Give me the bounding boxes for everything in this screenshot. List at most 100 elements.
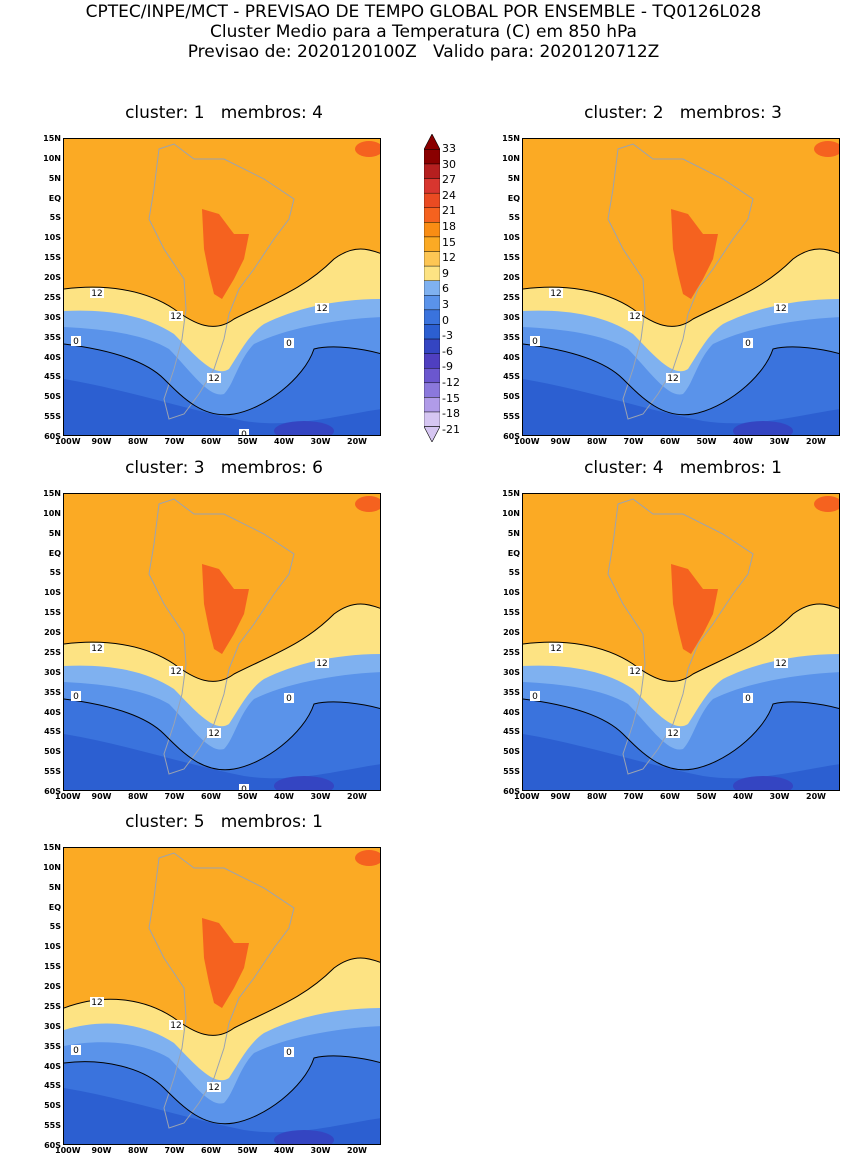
lat-label: 10S [44,942,61,952]
lat-label: 10N [43,508,61,518]
lon-label: 60W [660,792,680,801]
lon-label: 50W [237,792,258,801]
lat-label: 50S [503,747,520,757]
field-minus-6 [274,776,334,790]
lat-label: 15N [502,134,520,143]
lat-label: 25S [44,292,61,302]
contour-0 [64,1055,380,1125]
svg-text:0: 0 [241,430,247,436]
lat-label: 50S [503,392,520,402]
svg-text:12: 12 [667,729,678,739]
svg-text:0: 0 [532,337,538,347]
panel-title-1: cluster: 1 membros: 4 [125,103,323,123]
contour-label-0: 0 [71,1045,81,1056]
contour-label-0: 0 [743,338,753,349]
lat-label: 25S [503,647,520,657]
svg-text:12: 12 [775,659,786,669]
contour-label-0: 0 [530,336,540,347]
lon-label: 20W [347,1146,367,1155]
lat-label: 40S [44,1061,61,1071]
lat-label: 40S [503,707,520,717]
contour-0 [64,343,380,416]
colorbar-swatch [423,163,441,179]
lat-label: EQ [48,548,61,558]
lat-label: 35S [44,687,61,697]
colorbar-swatch [423,338,441,354]
lon-label: 70W [623,792,644,801]
lat-label: 60S [44,1141,61,1150]
lat-label: 45S [44,372,61,382]
lat-label: 50S [44,1101,61,1111]
lat-label: 35S [44,332,61,342]
contour-label-12: 12 [207,1082,221,1093]
lon-label: 70W [164,792,185,801]
lat-label: 5S [49,922,61,932]
colorbar-label: 6 [442,282,449,296]
colorbar-label: 12 [442,251,456,265]
colorbar-swatch [423,397,441,413]
colorbar [423,133,441,443]
map-panel-3: 12 12 12 12 0 0 0 [63,493,381,791]
coastline [607,498,754,775]
contour-label-12: 12 [90,997,104,1008]
svg-text:0: 0 [241,785,247,791]
contour-12 [64,603,380,682]
contour-12 [523,603,839,682]
svg-text:12: 12 [208,374,219,384]
colorbar-swatch [423,149,441,165]
contour-12 [64,957,380,1036]
lat-label: 5N [48,528,61,538]
colorbar-swatch [423,280,441,296]
header-line-3: Previsao de: 2020120100Z Valido para: 20… [187,42,660,62]
lon-label: 40W [733,437,753,446]
svg-text:0: 0 [73,1046,79,1056]
panel-title-2: cluster: 2 membros: 3 [584,103,782,123]
lat-label: 30S [503,667,520,677]
contour-label-12: 12 [666,728,680,739]
svg-text:0: 0 [532,692,538,702]
map-panel-4: 12 12 12 12 0 0 [522,493,840,791]
lon-label: 70W [623,437,644,446]
svg-text:12: 12 [170,312,181,322]
lat-label: 10S [503,233,520,243]
lon-label: 90W [550,437,571,446]
contour-label-12: 12 [169,666,183,677]
map-panel-2: 12 12 12 12 0 0 [522,138,840,436]
lon-label: 80W [128,437,148,446]
contour-label-12: 12 [207,373,221,384]
contour-12 [523,248,839,327]
svg-text:12: 12 [208,729,219,739]
lon-label: 40W [733,792,753,801]
lat-label: 5N [48,882,61,892]
svg-text:0: 0 [73,692,79,702]
colorbar-swatch [423,192,441,208]
lat-label: 5S [508,213,520,223]
lat-label: 5N [507,528,520,538]
lat-label: 15N [43,134,61,143]
lon-label: 60W [660,437,680,446]
lat-label: 20S [44,628,61,638]
field-minus-3 [64,379,380,435]
contour-label-12: 12 [774,303,788,314]
lon-label: 100W [55,1146,81,1155]
lat-label: 45S [44,1081,61,1091]
lat-label: 30S [44,667,61,677]
lat-label: 25S [44,647,61,657]
lon-label: 80W [128,792,148,801]
svg-text:0: 0 [745,339,751,349]
contour-0 [64,698,380,771]
lat-label: 45S [503,372,520,382]
coastline [148,143,295,420]
svg-text:12: 12 [91,289,102,299]
colorbar-swatch [423,236,441,252]
lat-label: 15S [44,608,61,618]
colorbar-swatch [423,295,441,311]
colorbar-bottom-arrow [423,426,441,443]
lon-label: 100W [55,792,81,801]
lat-label: EQ [507,193,520,203]
svg-text:12: 12 [170,1021,181,1031]
svg-text:0: 0 [745,694,751,704]
contour-label-12: 12 [774,658,788,669]
colorbar-label: 9 [442,266,449,280]
lon-label: 70W [164,1146,185,1155]
